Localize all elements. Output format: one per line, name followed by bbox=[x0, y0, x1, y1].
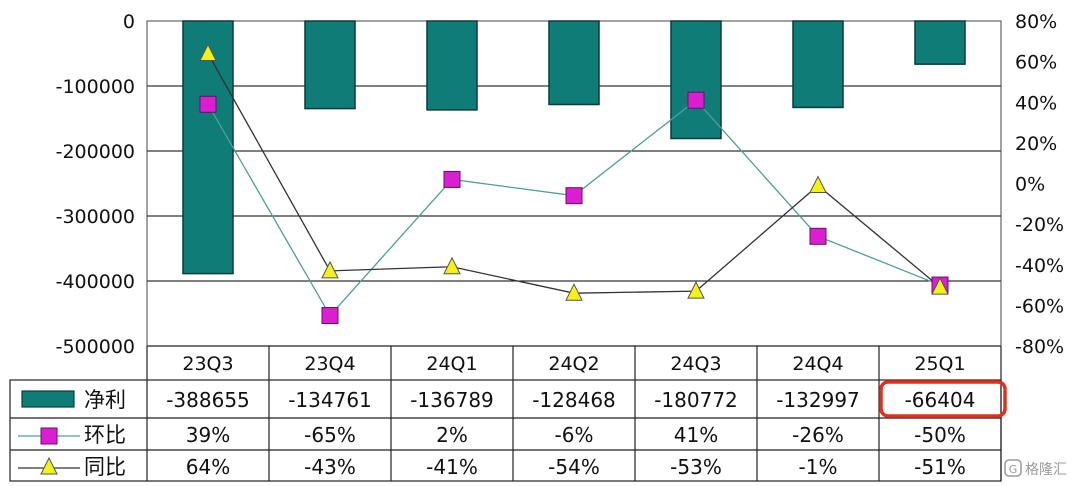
data-label: -51% bbox=[914, 455, 966, 479]
data-label: -134761 bbox=[288, 388, 372, 412]
y-right-tick-label: 20% bbox=[1015, 133, 1057, 155]
data-label: -41% bbox=[426, 455, 478, 479]
y-right-tick-label: 0% bbox=[1015, 174, 1045, 196]
x-tick-label: 24Q2 bbox=[548, 353, 599, 375]
data-label: -136789 bbox=[410, 388, 494, 412]
data-label: -43% bbox=[304, 455, 356, 479]
data-label: -6% bbox=[555, 423, 594, 447]
y-right-tick-label: 80% bbox=[1015, 11, 1057, 33]
data-label: -388655 bbox=[166, 388, 250, 412]
data-label: 41% bbox=[674, 423, 718, 447]
legend-key-环比 bbox=[40, 427, 58, 445]
data-label: -132997 bbox=[776, 388, 860, 412]
x-tick-label: 23Q3 bbox=[182, 353, 233, 375]
y-right-tick-label: -80% bbox=[1015, 336, 1064, 358]
bar-净利 bbox=[182, 20, 234, 275]
data-label: -1% bbox=[799, 455, 838, 479]
data-label: 64% bbox=[186, 455, 230, 479]
data-label: -54% bbox=[548, 455, 600, 479]
x-tick-label: 24Q4 bbox=[792, 353, 843, 375]
y-left-tick-label: -300000 bbox=[56, 206, 135, 228]
y-right-tick-label: -20% bbox=[1015, 214, 1064, 236]
watermark-logo-icon bbox=[1004, 459, 1022, 477]
bar-净利 bbox=[670, 20, 722, 140]
y-left-tick-label: -200000 bbox=[56, 141, 135, 163]
data-label: -180772 bbox=[654, 388, 738, 412]
legend-label: 同比 bbox=[84, 455, 126, 479]
y-left-tick-label: -100000 bbox=[56, 76, 135, 98]
y-right-tick-label: -60% bbox=[1015, 295, 1064, 317]
bar-净利 bbox=[304, 20, 356, 110]
bar-净利 bbox=[792, 20, 844, 109]
highlight-box bbox=[879, 380, 1007, 418]
marker-同比 bbox=[443, 256, 461, 275]
legend-key-净利 bbox=[21, 390, 75, 408]
y-right-tick-label: 60% bbox=[1015, 52, 1057, 74]
legend-label: 净利 bbox=[84, 388, 126, 412]
data-label: -26% bbox=[792, 423, 844, 447]
x-tick-label: 25Q1 bbox=[914, 353, 965, 375]
marker-同比 bbox=[199, 43, 217, 61]
x-tick-label: 24Q3 bbox=[670, 353, 721, 375]
bar-净利 bbox=[426, 20, 478, 111]
marker-同比 bbox=[931, 276, 949, 295]
legend-key-同比 bbox=[40, 456, 58, 475]
data-label: -50% bbox=[914, 423, 966, 447]
data-label: -128468 bbox=[532, 388, 616, 412]
watermark-logo-glyph: G bbox=[1009, 463, 1018, 476]
marker-环比 bbox=[565, 187, 583, 205]
data-label: -53% bbox=[670, 455, 722, 479]
x-tick-label: 23Q4 bbox=[304, 353, 355, 375]
marker-同比 bbox=[321, 260, 339, 279]
data-label: 39% bbox=[186, 423, 230, 447]
y-left-tick-label: -500000 bbox=[56, 336, 135, 358]
y-left-tick-label: -400000 bbox=[56, 271, 135, 293]
y-right-tick-label: -40% bbox=[1015, 255, 1064, 277]
x-tick-label: 24Q1 bbox=[426, 353, 477, 375]
data-label: 2% bbox=[436, 423, 468, 447]
watermark-text: 格隆汇 bbox=[1025, 462, 1067, 478]
marker-环比 bbox=[443, 170, 461, 188]
marker-环比 bbox=[321, 307, 339, 325]
marker-同比 bbox=[687, 281, 705, 299]
marker-环比 bbox=[809, 227, 827, 245]
marker-同比 bbox=[809, 175, 827, 194]
marker-同比 bbox=[565, 283, 583, 301]
data-label: -66404 bbox=[905, 388, 976, 412]
y-right-tick-label: 40% bbox=[1015, 92, 1057, 114]
bar-净利 bbox=[548, 20, 600, 106]
data-label: -65% bbox=[304, 423, 356, 447]
legend-label: 环比 bbox=[84, 423, 126, 447]
marker-环比 bbox=[687, 91, 705, 109]
bar-净利 bbox=[914, 20, 966, 65]
marker-环比 bbox=[199, 95, 217, 113]
y-left-tick-label: 0 bbox=[123, 11, 135, 33]
